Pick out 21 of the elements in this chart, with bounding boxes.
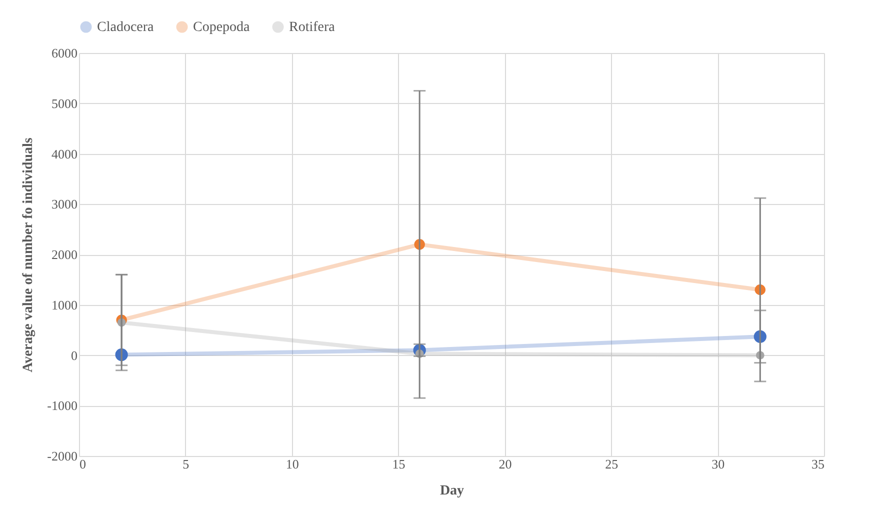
y-tick-label: 4000 — [52, 146, 78, 162]
x-tick-label: 35 — [812, 456, 824, 472]
y-tick-label: 6000 — [52, 46, 78, 60]
y-tick-label: 3000 — [52, 196, 78, 212]
x-tick-label: 10 — [286, 456, 299, 472]
y-tick-label: 5000 — [52, 96, 78, 111]
y-tick-label: -2000 — [47, 448, 78, 464]
x-axis-title: Day — [440, 484, 464, 498]
x-tick-label: 15 — [392, 456, 406, 472]
x-tick-label: 30 — [712, 456, 725, 472]
legend-label: Rotifera — [289, 20, 336, 35]
y-tick-label: -1000 — [47, 398, 78, 414]
legend-label: Cladocera — [97, 20, 155, 35]
y-tick-label: 0 — [71, 348, 78, 363]
y-axis-title: Average value of number fo individuals — [21, 137, 36, 372]
y-tick-label: 2000 — [52, 247, 78, 262]
x-tick-label: 5 — [182, 456, 190, 472]
x-tick-label: 25 — [605, 456, 618, 472]
x-tick-label: 20 — [498, 456, 512, 472]
y-tick-label: 1000 — [52, 297, 78, 312]
legend-label: Copepoda — [193, 20, 251, 35]
